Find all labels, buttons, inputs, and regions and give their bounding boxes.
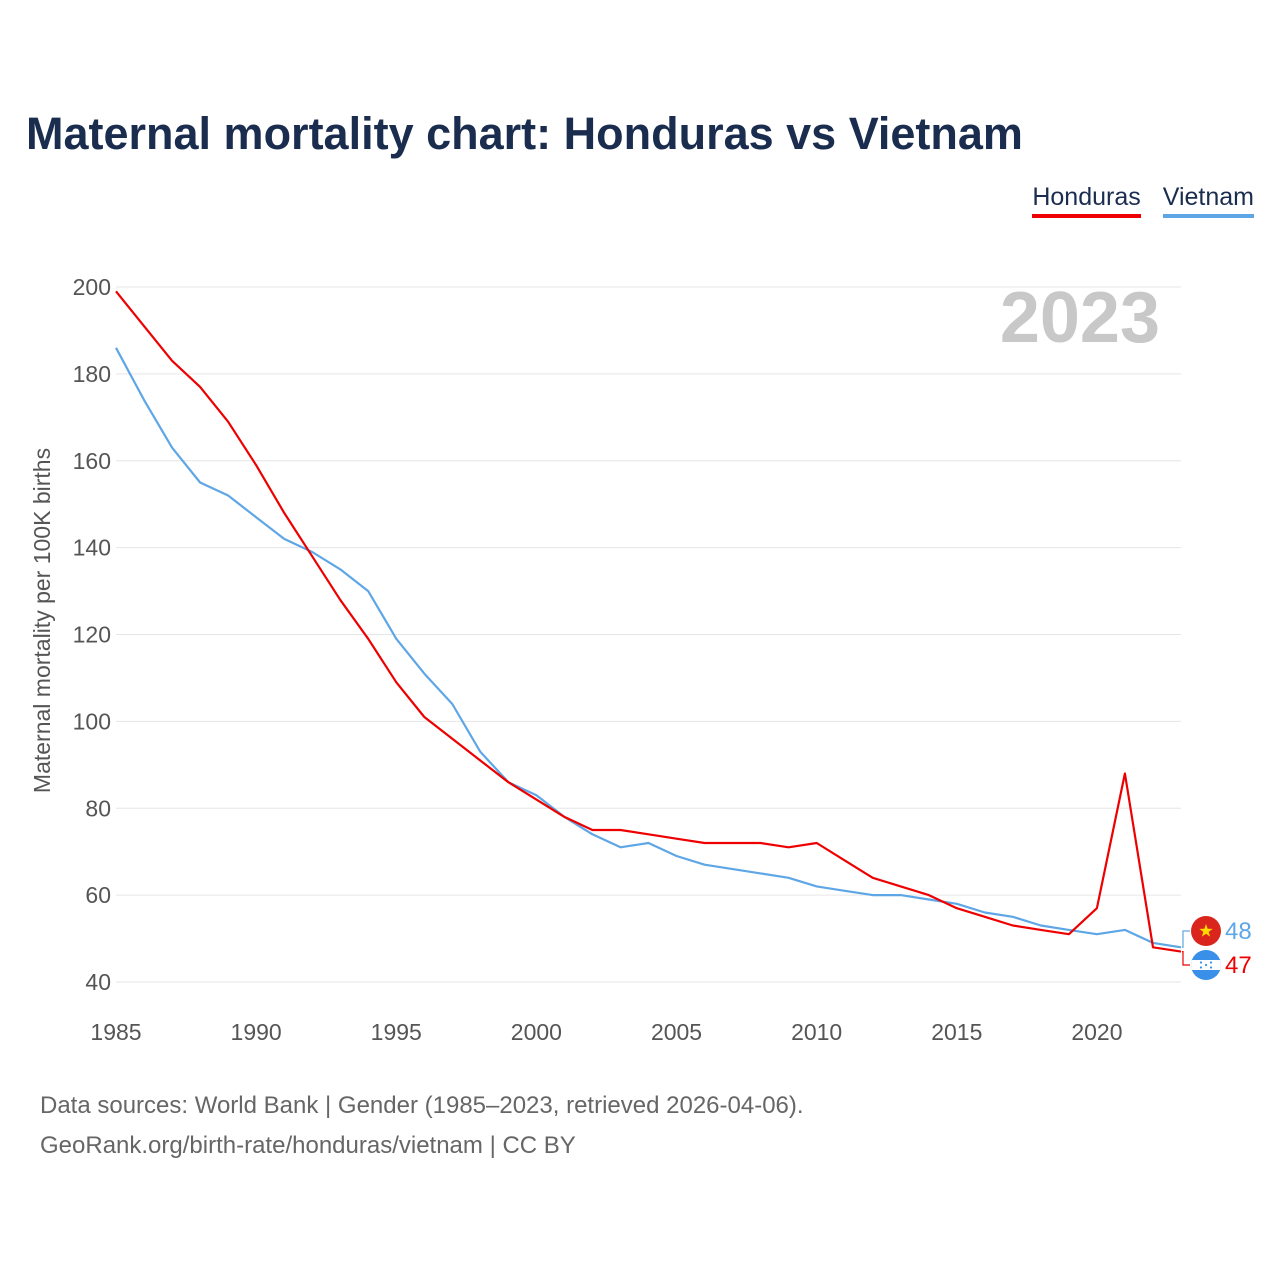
x-tick-label-2000: 2000	[511, 1019, 562, 1045]
y-tick-label-40: 40	[85, 969, 111, 995]
y-tick-label-100: 100	[73, 708, 111, 734]
x-tick-label-2020: 2020	[1071, 1019, 1122, 1045]
y-tick-label-200: 200	[73, 274, 111, 300]
end-label-vietnam: 48	[1225, 918, 1252, 945]
y-tick-label-120: 120	[73, 622, 111, 648]
y-tick-label-80: 80	[85, 795, 111, 821]
y-tick-label-160: 160	[73, 448, 111, 474]
series-line-honduras	[115, 290, 1182, 953]
legend: Honduras Vietnam	[1032, 182, 1254, 218]
y-tick-label-180: 180	[73, 361, 111, 387]
end-label-honduras: 47	[1225, 952, 1252, 979]
footer: Data sources: World Bank | Gender (1985–…	[40, 1086, 804, 1166]
legend-item-vietnam[interactable]: Vietnam	[1162, 182, 1254, 218]
connector-honduras	[1182, 950, 1190, 966]
data-source-note: Data sources: World Bank | Gender (1985–…	[40, 1092, 804, 1119]
series-line-vietnam	[115, 347, 1182, 949]
x-tick-label-1995: 1995	[371, 1019, 422, 1045]
legend-item-honduras[interactable]: Honduras	[1032, 182, 1141, 218]
connector-vietnam	[1182, 930, 1190, 948]
x-tick-label-1985: 1985	[90, 1019, 141, 1045]
honduras-flag-icon	[1191, 950, 1221, 980]
x-tick-label-2015: 2015	[931, 1019, 982, 1045]
vietnam-flag-star	[1199, 924, 1213, 937]
y-tick-label-140: 140	[73, 535, 111, 561]
y-tick-label-60: 60	[85, 882, 111, 908]
attribution-link[interactable]: GeoRank.org/birth-rate/honduras/vietnam …	[40, 1132, 576, 1159]
x-tick-label-1990: 1990	[231, 1019, 282, 1045]
y-axis-label: Maternal mortality per 100K births	[29, 448, 55, 793]
x-tick-label-2005: 2005	[651, 1019, 702, 1045]
year-watermark: 2023	[1000, 278, 1160, 358]
chart-title: Maternal mortality chart: Honduras vs Vi…	[26, 108, 1023, 159]
x-tick-label-2010: 2010	[791, 1019, 842, 1045]
